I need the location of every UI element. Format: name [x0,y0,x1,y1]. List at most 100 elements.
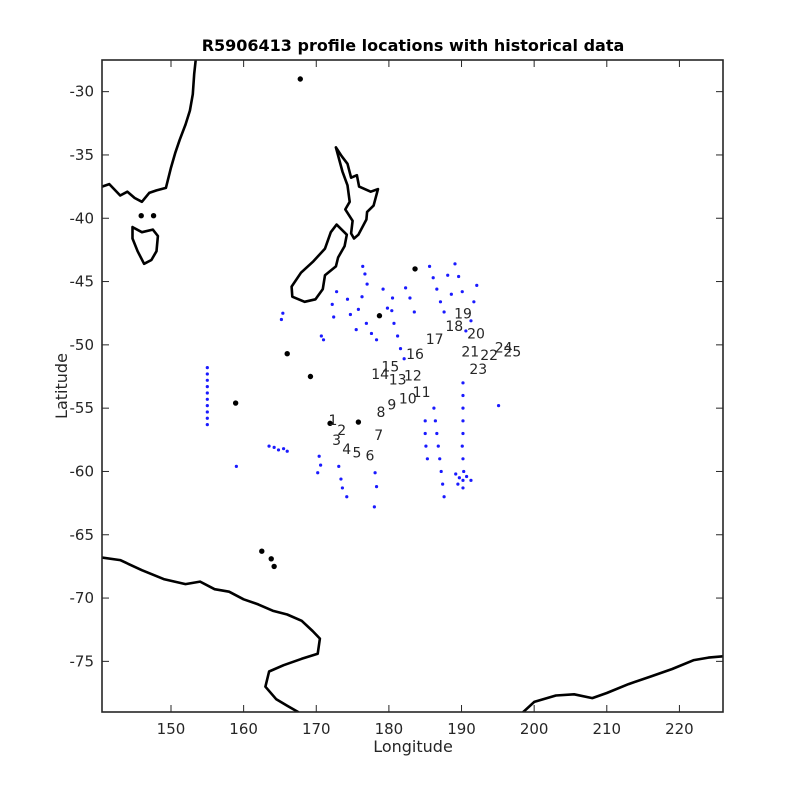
historical-point [404,286,408,290]
profile-label: 21 [461,344,479,360]
profile-label: 14 [371,367,389,383]
profile-label: 2 [337,423,346,439]
historical-point [365,282,369,286]
historical-point [281,311,285,315]
profile-label: 12 [404,369,422,385]
historical-point [205,378,209,382]
historical-point [461,457,465,461]
x-axis-label: Longitude [373,737,453,756]
historical-point [464,329,468,333]
historical-point [461,393,465,398]
historical-point [374,485,379,489]
historical-point [348,312,352,317]
historical-point [427,264,432,268]
x-tick-label: 190 [447,720,476,738]
historical-point [272,445,276,450]
historical-point [456,482,460,486]
historical-point [356,307,360,312]
historical-point [317,454,321,458]
historical-point [449,292,453,296]
profile-label: 16 [406,347,424,363]
historical-point [457,476,461,480]
historical-point [332,315,336,319]
historical-point [279,317,283,322]
profile-label: 13 [389,372,407,388]
historical-point [453,262,457,266]
historical-point [461,406,465,410]
historical-point [461,419,465,423]
island-mark [138,213,144,219]
island-mark [150,213,157,219]
historical-point [354,328,358,332]
historical-point [425,457,429,461]
historical-point [381,287,385,291]
x-tick-label: 220 [665,720,694,738]
historical-point [461,486,465,490]
historical-point [462,469,466,474]
historical-point [361,264,365,268]
profile-label: 22 [480,348,498,364]
y-tick-label: -55 [70,399,95,417]
historical-point [432,406,436,410]
historical-point [337,464,341,468]
coastline-tasmania [131,225,160,266]
historical-point [205,372,209,376]
historical-point [396,334,400,338]
historical-point [340,486,345,490]
y-tick-label: -60 [70,462,95,480]
historical-point [234,464,238,468]
profile-label: 11 [413,385,431,401]
historical-point [435,287,439,291]
coastline-antarctica-west [102,556,322,712]
y-tick-label: -65 [70,526,95,544]
historical-point [205,416,209,420]
plot-frame [101,59,724,713]
historical-point [436,444,440,448]
historical-data-layer [205,262,501,509]
historical-point [392,321,396,325]
x-tick-label: 200 [520,720,549,738]
historical-point [205,391,209,395]
historical-point [267,444,271,448]
coastline-antarctica-east [521,654,723,712]
historical-point [433,419,437,423]
historical-point [345,495,349,499]
historical-point [412,310,416,314]
profile-label: 1 [329,413,338,429]
historical-point [461,478,465,482]
island-mark [297,76,303,82]
profile-label: 15 [381,360,399,376]
historical-point [360,295,364,299]
historical-point [496,404,501,408]
historical-point [475,283,479,287]
historical-point [385,306,390,310]
historical-point [472,300,476,304]
historical-point [319,463,323,467]
historical-point [316,471,320,475]
historical-point [461,381,465,385]
island-mark [327,420,333,427]
island-mark [268,556,274,562]
profile-label: 5 [352,446,361,462]
y-tick-label: -40 [70,209,95,227]
historical-point [442,310,446,314]
historical-point [465,474,469,479]
profile-label: 6 [366,448,375,464]
historical-point [276,448,281,452]
profile-label: 19 [454,306,472,322]
island-mark [259,548,265,554]
historical-point [330,302,334,306]
island-layer [138,76,418,570]
historical-point [374,338,379,342]
island-mark [271,563,277,570]
historical-point [281,447,286,451]
historical-point [469,478,473,482]
historical-point [424,444,428,448]
historical-point [461,431,465,436]
historical-point [438,457,442,461]
historical-point [442,495,446,499]
historical-point [339,477,343,481]
